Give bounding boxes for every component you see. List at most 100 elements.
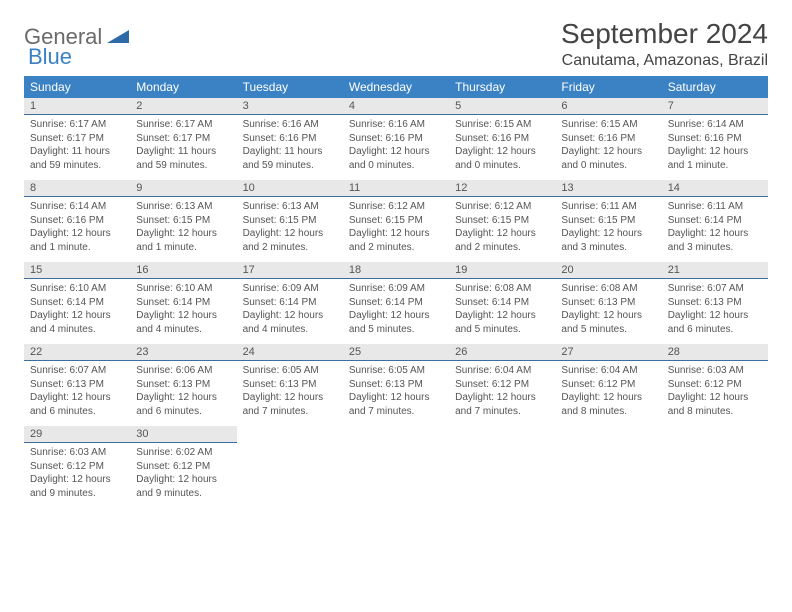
day-number-row: 15161718192021: [24, 262, 768, 279]
sunset-line: Sunset: 6:16 PM: [349, 132, 443, 146]
day-details-cell: Sunrise: 6:13 AMSunset: 6:15 PMDaylight:…: [237, 197, 343, 263]
sunset-line: Sunset: 6:12 PM: [30, 460, 124, 474]
day-details-cell: Sunrise: 6:04 AMSunset: 6:12 PMDaylight:…: [449, 361, 555, 427]
day-details-cell: Sunrise: 6:10 AMSunset: 6:14 PMDaylight:…: [130, 279, 236, 345]
day-details-cell: Sunrise: 6:03 AMSunset: 6:12 PMDaylight:…: [24, 443, 130, 509]
sunset-line: Sunset: 6:14 PM: [668, 214, 762, 228]
daylight-line: Daylight: 12 hours and 6 minutes.: [668, 309, 762, 336]
sunrise-line: Sunrise: 6:16 AM: [349, 118, 443, 132]
day-details-row: Sunrise: 6:14 AMSunset: 6:16 PMDaylight:…: [24, 197, 768, 263]
day-number-cell: 7: [662, 98, 768, 115]
day-details-cell: Sunrise: 6:14 AMSunset: 6:16 PMDaylight:…: [24, 197, 130, 263]
daylight-line: Daylight: 11 hours and 59 minutes.: [243, 145, 337, 172]
day-number-row: 22232425262728: [24, 344, 768, 361]
empty-cell: [237, 426, 343, 443]
sunset-line: Sunset: 6:14 PM: [349, 296, 443, 310]
day-details-cell: Sunrise: 6:02 AMSunset: 6:12 PMDaylight:…: [130, 443, 236, 509]
calendar-page: General September 2024 Canutama, Amazona…: [0, 0, 792, 526]
day-of-week-header: Sunday: [24, 76, 130, 98]
daylight-line: Daylight: 12 hours and 7 minutes.: [243, 391, 337, 418]
sunset-line: Sunset: 6:16 PM: [243, 132, 337, 146]
sunrise-line: Sunrise: 6:05 AM: [243, 364, 337, 378]
day-number-cell: 1: [24, 98, 130, 115]
daylight-line: Daylight: 12 hours and 4 minutes.: [30, 309, 124, 336]
daylight-line: Daylight: 12 hours and 4 minutes.: [136, 309, 230, 336]
calendar-table: SundayMondayTuesdayWednesdayThursdayFrid…: [24, 76, 768, 508]
day-number-cell: 3: [237, 98, 343, 115]
daylight-line: Daylight: 12 hours and 3 minutes.: [561, 227, 655, 254]
daylight-line: Daylight: 12 hours and 3 minutes.: [668, 227, 762, 254]
sunset-line: Sunset: 6:12 PM: [668, 378, 762, 392]
sunrise-line: Sunrise: 6:15 AM: [561, 118, 655, 132]
sunrise-line: Sunrise: 6:11 AM: [561, 200, 655, 214]
sunrise-line: Sunrise: 6:03 AM: [668, 364, 762, 378]
day-details-cell: Sunrise: 6:03 AMSunset: 6:12 PMDaylight:…: [662, 361, 768, 427]
empty-cell: [555, 443, 661, 509]
daylight-line: Daylight: 12 hours and 9 minutes.: [30, 473, 124, 500]
daylight-line: Daylight: 12 hours and 9 minutes.: [136, 473, 230, 500]
empty-cell: [449, 426, 555, 443]
day-number-cell: 29: [24, 426, 130, 443]
daylight-line: Daylight: 12 hours and 0 minutes.: [561, 145, 655, 172]
day-of-week-header: Wednesday: [343, 76, 449, 98]
sunrise-line: Sunrise: 6:12 AM: [349, 200, 443, 214]
sunset-line: Sunset: 6:15 PM: [561, 214, 655, 228]
sunrise-line: Sunrise: 6:04 AM: [455, 364, 549, 378]
sunrise-line: Sunrise: 6:13 AM: [136, 200, 230, 214]
day-number-cell: 16: [130, 262, 236, 279]
empty-cell: [343, 426, 449, 443]
day-details-cell: Sunrise: 6:14 AMSunset: 6:16 PMDaylight:…: [662, 115, 768, 181]
day-number-cell: 11: [343, 180, 449, 197]
day-number-cell: 17: [237, 262, 343, 279]
day-number-cell: 6: [555, 98, 661, 115]
sunrise-line: Sunrise: 6:06 AM: [136, 364, 230, 378]
daylight-line: Daylight: 12 hours and 5 minutes.: [561, 309, 655, 336]
day-of-week-row: SundayMondayTuesdayWednesdayThursdayFrid…: [24, 76, 768, 98]
day-details-cell: Sunrise: 6:08 AMSunset: 6:13 PMDaylight:…: [555, 279, 661, 345]
sunset-line: Sunset: 6:14 PM: [136, 296, 230, 310]
daylight-line: Daylight: 12 hours and 7 minutes.: [455, 391, 549, 418]
sunrise-line: Sunrise: 6:02 AM: [136, 446, 230, 460]
daylight-line: Daylight: 12 hours and 4 minutes.: [243, 309, 337, 336]
empty-cell: [343, 443, 449, 509]
sunrise-line: Sunrise: 6:08 AM: [455, 282, 549, 296]
page-header: General September 2024 Canutama, Amazona…: [24, 18, 768, 70]
daylight-line: Daylight: 12 hours and 5 minutes.: [349, 309, 443, 336]
day-details-cell: Sunrise: 6:17 AMSunset: 6:17 PMDaylight:…: [130, 115, 236, 181]
sunset-line: Sunset: 6:16 PM: [30, 214, 124, 228]
day-number-cell: 21: [662, 262, 768, 279]
day-number-cell: 22: [24, 344, 130, 361]
sunset-line: Sunset: 6:13 PM: [30, 378, 124, 392]
day-number-cell: 23: [130, 344, 236, 361]
daylight-line: Daylight: 11 hours and 59 minutes.: [30, 145, 124, 172]
sunset-line: Sunset: 6:16 PM: [455, 132, 549, 146]
sunset-line: Sunset: 6:13 PM: [561, 296, 655, 310]
day-details-row: Sunrise: 6:17 AMSunset: 6:17 PMDaylight:…: [24, 115, 768, 181]
daylight-line: Daylight: 12 hours and 1 minute.: [30, 227, 124, 254]
sunset-line: Sunset: 6:12 PM: [455, 378, 549, 392]
sunrise-line: Sunrise: 6:03 AM: [30, 446, 124, 460]
day-number-cell: 27: [555, 344, 661, 361]
empty-cell: [237, 443, 343, 509]
daylight-line: Daylight: 12 hours and 8 minutes.: [561, 391, 655, 418]
day-number-cell: 9: [130, 180, 236, 197]
sunrise-line: Sunrise: 6:17 AM: [136, 118, 230, 132]
empty-cell: [555, 426, 661, 443]
day-details-cell: Sunrise: 6:05 AMSunset: 6:13 PMDaylight:…: [343, 361, 449, 427]
day-number-cell: 10: [237, 180, 343, 197]
logo-triangle-icon: [107, 27, 129, 48]
day-number-cell: 19: [449, 262, 555, 279]
sunset-line: Sunset: 6:15 PM: [243, 214, 337, 228]
sunrise-line: Sunrise: 6:12 AM: [455, 200, 549, 214]
daylight-line: Daylight: 12 hours and 2 minutes.: [349, 227, 443, 254]
sunrise-line: Sunrise: 6:10 AM: [30, 282, 124, 296]
day-of-week-header: Thursday: [449, 76, 555, 98]
sunrise-line: Sunrise: 6:10 AM: [136, 282, 230, 296]
day-number-cell: 14: [662, 180, 768, 197]
day-number-cell: 8: [24, 180, 130, 197]
sunset-line: Sunset: 6:15 PM: [136, 214, 230, 228]
day-details-cell: Sunrise: 6:16 AMSunset: 6:16 PMDaylight:…: [343, 115, 449, 181]
sunset-line: Sunset: 6:13 PM: [136, 378, 230, 392]
day-details-cell: Sunrise: 6:07 AMSunset: 6:13 PMDaylight:…: [662, 279, 768, 345]
day-details-cell: Sunrise: 6:11 AMSunset: 6:14 PMDaylight:…: [662, 197, 768, 263]
